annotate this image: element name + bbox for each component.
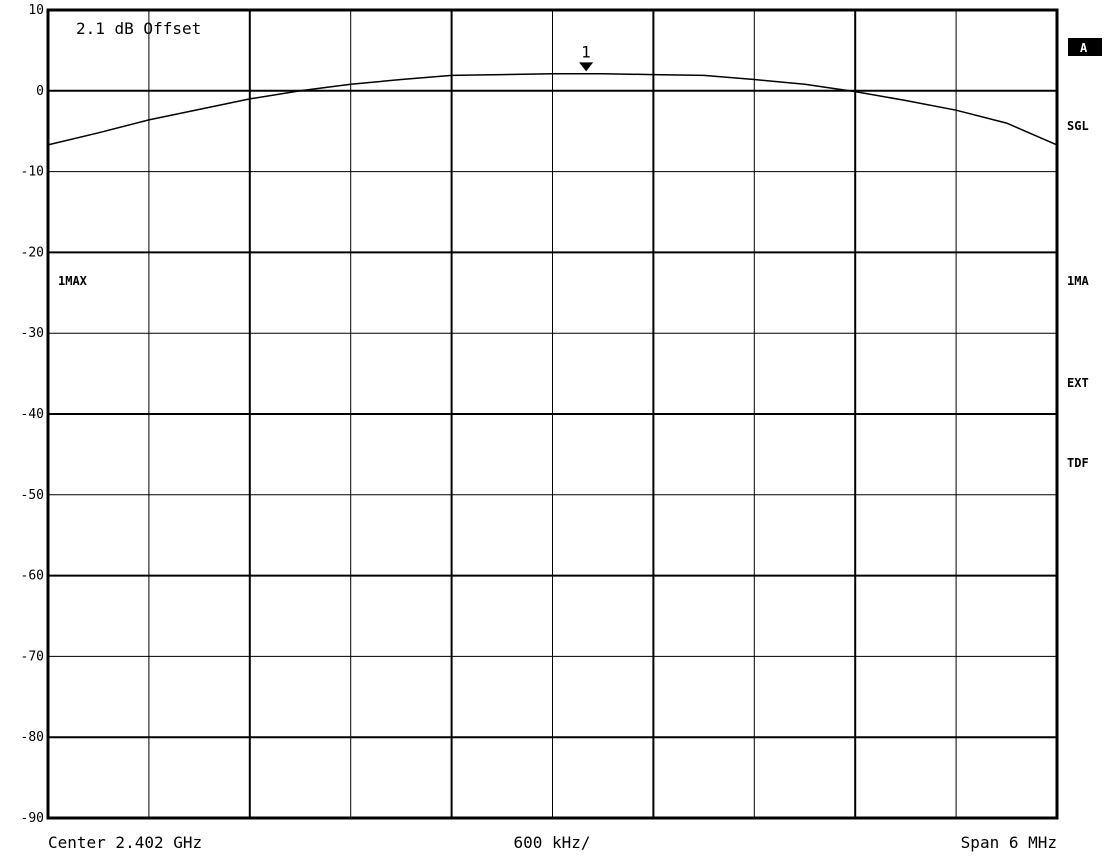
grid (48, 10, 1057, 818)
side-label-1ma: 1MA (1067, 274, 1089, 288)
side-label-a: A (1080, 41, 1088, 55)
spectrum-trace (47, 73, 1058, 146)
footer-center-frequency: Center 2.402 GHz (48, 833, 202, 852)
y-tick-label: -50 (21, 488, 44, 503)
marker-1 (579, 62, 594, 72)
y-tick-label: -10 (21, 165, 44, 180)
y-tick-label: -30 (21, 326, 44, 341)
side-label-a-box (1068, 38, 1102, 56)
y-tick-labels: 10 0 -10 -20 -30 -40 -50 -60 -70 -80 -90 (21, 3, 44, 826)
side-label-tdf: TDF (1067, 456, 1089, 470)
trace-label-left: 1MAX (58, 274, 88, 288)
y-tick-label: -60 (21, 569, 44, 584)
y-tick-label: -40 (21, 407, 44, 422)
y-tick-label: -70 (21, 649, 44, 664)
side-label-sgl: SGL (1067, 119, 1089, 133)
marker-1-label: 1 (581, 42, 591, 61)
y-tick-label: -80 (21, 730, 44, 745)
y-tick-label: -20 (21, 245, 44, 260)
footer-span: Span 6 MHz (961, 833, 1057, 852)
y-tick-label: -90 (21, 811, 44, 826)
y-tick-label: 0 (36, 84, 44, 99)
y-tick-label: 10 (28, 3, 44, 18)
offset-annotation: 2.1 dB Offset (76, 19, 201, 38)
plot-frame (46, 8, 1059, 820)
side-label-ext: EXT (1067, 376, 1089, 390)
footer-per-division: 600 kHz/ (513, 833, 590, 852)
